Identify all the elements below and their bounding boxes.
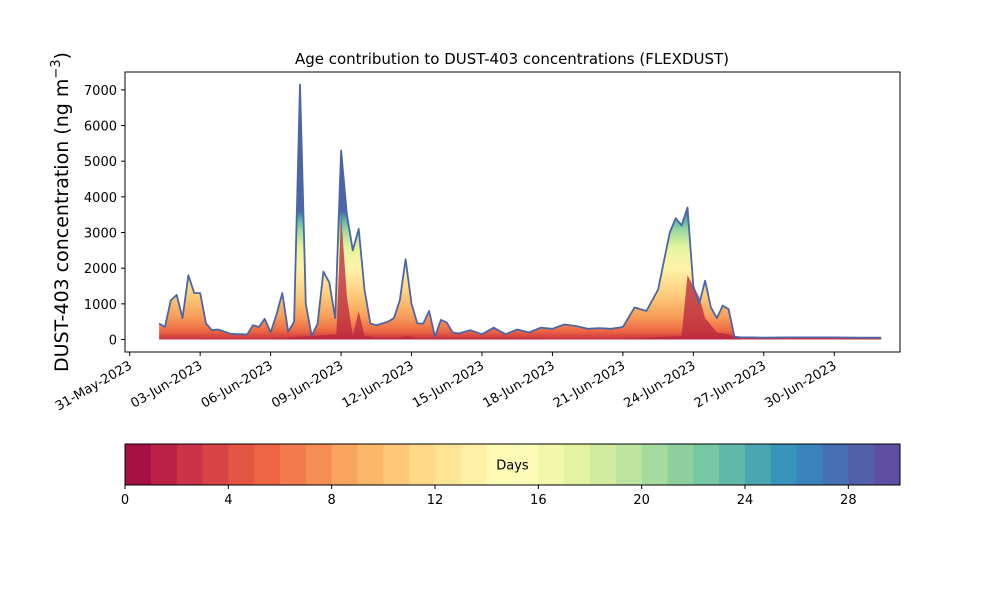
colorbar-segment — [254, 444, 281, 485]
x-tick-label: 12-Jun-2023 — [340, 358, 417, 411]
total-concentration-line — [158, 83, 882, 339]
x-tick-label: 09-Jun-2023 — [269, 358, 346, 411]
colorbar: Days 0 4 8 12 16 20 24 28 — [121, 443, 901, 508]
young-age-contribution-area — [200, 214, 741, 340]
x-tick-label: 18-Jun-2023 — [481, 358, 558, 411]
colorbar-segment — [383, 444, 410, 485]
total-age-stack-area — [159, 84, 882, 340]
y-tick-label: 6000 — [84, 120, 117, 135]
colorbar-segment — [770, 444, 798, 485]
colorbar-tick-label: 24 — [737, 493, 754, 508]
x-axis: 31-May-202303-Jun-202306-Jun-202309-Jun-… — [53, 352, 839, 414]
colorbar-segment — [280, 444, 307, 485]
x-tick-label: 21-Jun-2023 — [551, 358, 628, 411]
colorbar-segment — [641, 444, 668, 485]
colorbar-segment — [435, 444, 462, 485]
colorbar-segment — [150, 444, 178, 485]
colorbar-tick-label: 28 — [840, 493, 857, 508]
y-tick-label: 2000 — [84, 262, 117, 277]
x-tick-label: 15-Jun-2023 — [410, 358, 487, 411]
colorbar-segment — [331, 444, 358, 485]
chart-title: Age contribution to DUST-403 concentrati… — [295, 50, 729, 68]
x-tick-label: 24-Jun-2023 — [622, 358, 699, 411]
colorbar-segment — [822, 444, 849, 485]
y-tick-label: 0 — [109, 334, 117, 349]
colorbar-segment — [615, 444, 643, 485]
colorbar-tick-label: 20 — [633, 493, 650, 508]
plot-area — [124, 71, 901, 353]
colorbar-segment — [460, 444, 488, 485]
colorbar-segment — [202, 444, 229, 485]
colorbar-segment — [305, 444, 333, 485]
y-tick-label: 4000 — [84, 191, 117, 206]
y-tick-label: 5000 — [84, 155, 117, 170]
colorbar-segment — [745, 444, 772, 485]
colorbar-segment — [512, 444, 539, 485]
x-tick-label: 03-Jun-2023 — [128, 358, 205, 411]
x-tick-label: 27-Jun-2023 — [692, 358, 769, 411]
y-axis-label: DUST-403 concentration (ng m−3) — [49, 52, 73, 372]
colorbar-segment — [848, 444, 875, 485]
colorbar-segment — [667, 444, 694, 485]
colorbar-frame — [124, 443, 901, 486]
colorbar-segment — [357, 444, 384, 485]
colorbar-segment — [719, 444, 746, 485]
y-tick-label: 1000 — [84, 298, 117, 313]
colorbar-segment — [409, 444, 436, 485]
colorbar-tick-label: 16 — [530, 493, 547, 508]
colorbar-segment — [538, 444, 565, 485]
colorbar-tick-label: 4 — [224, 493, 232, 508]
colorbar-segment — [564, 444, 591, 485]
colorbar-tick-label: 12 — [427, 493, 444, 508]
colorbar-tick-label: 8 — [328, 493, 336, 508]
colorbar-label: Days — [496, 459, 529, 474]
colorbar-segment — [590, 444, 617, 485]
colorbar-segment — [228, 444, 255, 485]
colorbar-tick-label: 0 — [121, 493, 129, 508]
colorbar-segment — [486, 444, 513, 485]
y-tick-label: 3000 — [84, 227, 117, 242]
x-tick-label: 30-Jun-2023 — [762, 358, 839, 411]
x-tick-label: 06-Jun-2023 — [199, 358, 276, 411]
plot-frame — [124, 71, 901, 353]
colorbar-segment — [125, 444, 152, 485]
colorbar-segment — [693, 444, 720, 485]
colorbar-segment — [176, 444, 203, 485]
colorbar-segment — [874, 444, 901, 485]
y-axis: 0 1000 2000 3000 4000 5000 6000 7000 — [84, 84, 125, 349]
y-tick-label: 7000 — [84, 84, 117, 99]
colorbar-segment — [796, 444, 823, 485]
